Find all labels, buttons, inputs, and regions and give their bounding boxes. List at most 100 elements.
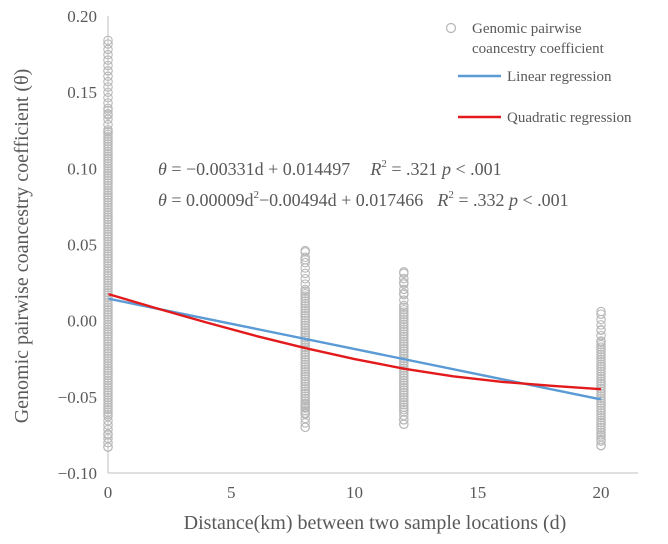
scatter-point xyxy=(596,391,606,401)
scatter-point xyxy=(596,325,606,335)
y-tick-label: −0.10 xyxy=(58,464,97,483)
legend-scatter-label-line1: Genomic pairwise xyxy=(472,21,582,37)
scatter-point xyxy=(300,257,310,268)
scatter-point xyxy=(596,309,606,319)
equation-quadratic: θ = 0.00009d2−0.00494d + 0.017466 R2 = .3… xyxy=(158,189,569,210)
x-tick-labels: 0 5 10 15 20 xyxy=(104,483,610,502)
scatter-point xyxy=(399,336,409,347)
scatter-point xyxy=(300,325,310,336)
scatter-point xyxy=(596,410,606,421)
x-axis-title: Distance(km) between two sample location… xyxy=(184,512,567,534)
scatter-point xyxy=(596,364,606,374)
scatter-point xyxy=(300,327,310,338)
scatter-point xyxy=(399,404,409,415)
scatter-point xyxy=(300,284,310,295)
scatter-point xyxy=(596,330,606,341)
scatter-point xyxy=(596,306,606,317)
scatter-point xyxy=(300,364,310,375)
scatter-point xyxy=(596,405,606,416)
scatter-point xyxy=(596,425,606,435)
scatter-point xyxy=(596,356,606,367)
scatter-point xyxy=(596,349,606,360)
scatter-point xyxy=(300,323,310,333)
scatter-point xyxy=(399,329,409,339)
scatter-point xyxy=(300,306,310,316)
scatter-point xyxy=(596,352,606,362)
equation-linear: θ = −0.00331d + 0.014497 R2 = .321 p < .0… xyxy=(158,158,502,179)
scatter-point xyxy=(300,318,310,328)
y-tick-label: 0.10 xyxy=(67,159,97,178)
scatter-point xyxy=(300,376,310,387)
scatter-point xyxy=(596,403,606,413)
scatter-point xyxy=(399,419,409,430)
scatter-point xyxy=(596,359,606,369)
scatter-point xyxy=(300,315,310,326)
scatter-point xyxy=(399,395,409,405)
scatter-point xyxy=(300,399,310,410)
scatter-point xyxy=(596,388,606,399)
scatter-point xyxy=(399,343,409,354)
scatter-point xyxy=(399,326,409,337)
scatter-point xyxy=(300,354,310,365)
y-axis-title: Genomic pairwise coancestry coefficient … xyxy=(11,69,33,424)
scatter-point xyxy=(399,267,409,277)
scatter-point xyxy=(399,378,409,388)
scatter-point xyxy=(399,392,409,403)
scatter-point xyxy=(399,339,409,349)
scatter-point xyxy=(596,381,606,391)
scatter-point xyxy=(399,324,409,334)
scatter-point xyxy=(300,409,310,419)
scatter-point xyxy=(300,352,310,362)
x-tick-label: 10 xyxy=(346,483,363,502)
scatter-point xyxy=(596,376,606,386)
scatter-point xyxy=(300,422,310,433)
scatter-point xyxy=(300,349,310,360)
x-tick-label: 0 xyxy=(104,483,113,502)
scatter-point xyxy=(399,382,409,393)
scatter-point xyxy=(399,319,409,330)
scatter-point xyxy=(596,422,606,433)
scatter-point xyxy=(399,365,409,376)
scatter-point xyxy=(399,373,409,383)
scatter-point xyxy=(300,301,310,311)
scatter-point xyxy=(399,317,409,327)
y-tick-labels: −0.10 −0.05 0.00 0.05 0.10 0.15 0.20 xyxy=(58,7,97,483)
scatter-point xyxy=(596,366,606,377)
scatter-point xyxy=(300,379,310,389)
scatter-point xyxy=(300,396,310,406)
scatter-point xyxy=(596,371,606,382)
scatter-point xyxy=(399,414,409,425)
scatter-point xyxy=(300,279,310,289)
scatter-point xyxy=(399,273,409,284)
scatter-point xyxy=(399,288,409,298)
scatter-point xyxy=(399,370,409,381)
scatter-point xyxy=(399,314,409,325)
legend-scatter-marker xyxy=(445,22,457,34)
scatter-point xyxy=(300,359,310,370)
scatter-point xyxy=(399,304,409,315)
scatter-point xyxy=(399,385,409,395)
scatter-point xyxy=(399,300,409,311)
scatter-point xyxy=(300,245,310,256)
scatter-point xyxy=(596,342,606,352)
scatter-point xyxy=(399,400,409,410)
scatter-point xyxy=(596,395,606,406)
scatter-point xyxy=(399,407,409,417)
scatter-point xyxy=(300,288,310,299)
scatter-point xyxy=(300,268,310,279)
scatter-point xyxy=(399,346,409,356)
scatter-point xyxy=(399,348,409,359)
scatter-point xyxy=(596,408,606,418)
scatter-point xyxy=(300,366,310,377)
scatter-point xyxy=(300,293,310,304)
legend-quadratic-label: Quadratic regression xyxy=(507,110,632,126)
scatter-point xyxy=(596,400,606,411)
x-tick-label: 5 xyxy=(227,483,236,502)
x-tick-label: 20 xyxy=(593,483,610,502)
scatter-point xyxy=(300,386,310,396)
y-tick-label: 0.15 xyxy=(67,83,97,102)
scatter-point xyxy=(300,402,310,413)
regression-lines xyxy=(107,292,602,401)
scatter-point xyxy=(300,273,310,284)
